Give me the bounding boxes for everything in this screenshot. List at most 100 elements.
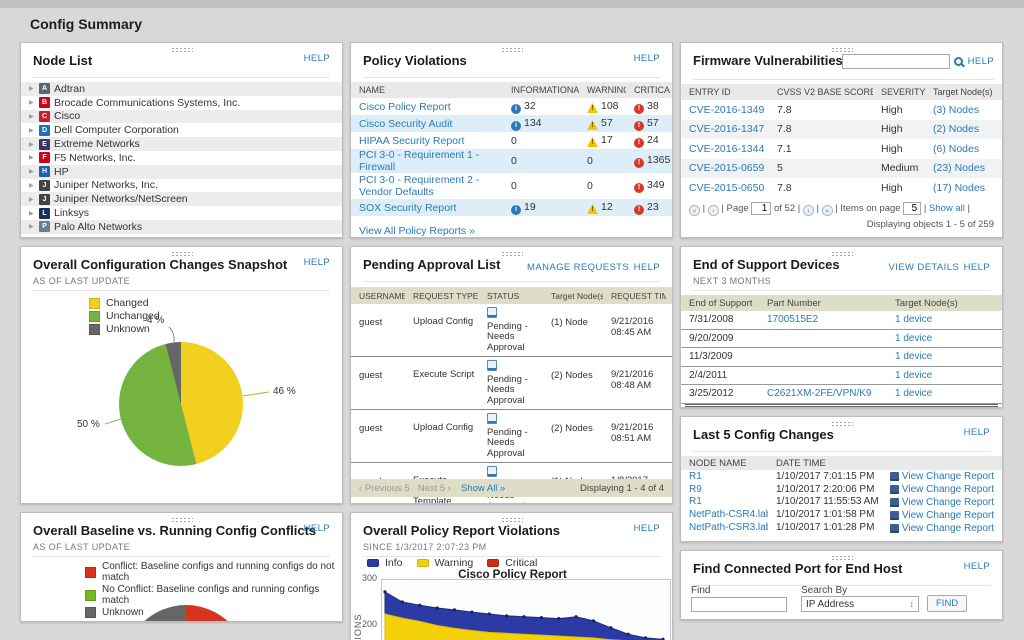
device-link[interactable]: 1 device [895, 388, 933, 400]
expand-arrow-icon[interactable]: ▶ [29, 100, 34, 107]
help-link[interactable]: HELP [303, 257, 330, 268]
cve-link[interactable]: CVE-2015-0659 [689, 162, 765, 175]
show-all-link[interactable]: Show All » [460, 482, 506, 494]
drag-handle-icon[interactable] [170, 47, 193, 53]
drag-handle-icon[interactable] [500, 517, 523, 523]
node-list-item[interactable]: ▶ E Extreme Networks [21, 137, 342, 151]
panel-title: Find Connected Port for End Host [693, 561, 903, 576]
target-nodes-link[interactable]: (3) Nodes [933, 103, 980, 116]
node-list-item[interactable]: ▶ B Brocade Communications Systems, Inc. [21, 96, 342, 110]
view-change-report-link[interactable]: View Change Report [901, 522, 994, 534]
cve-link[interactable]: CVE-2015-0650 [689, 181, 765, 194]
node-link[interactable]: NetPath-CSR4.lab.np [689, 509, 768, 521]
cve-link[interactable]: CVE-2016-1344 [689, 142, 765, 155]
next-page-button[interactable]: Next 5 › [417, 482, 451, 494]
view-change-report-link[interactable]: View Change Report [901, 496, 994, 508]
search-by-select[interactable]: IP Address ↕ [801, 596, 919, 612]
expand-arrow-icon[interactable]: ▶ [29, 155, 34, 162]
cve-link[interactable]: CVE-2016-1349 [689, 103, 765, 116]
expand-arrow-icon[interactable]: ▶ [29, 196, 34, 203]
drag-handle-icon[interactable] [830, 251, 853, 257]
node-link[interactable]: NetPath-CSR3.lab.np [689, 522, 768, 534]
device-link[interactable]: 1 device [895, 351, 933, 363]
page-number-input[interactable] [751, 201, 772, 215]
node-list-item[interactable]: ▶ H HP [21, 164, 342, 179]
device-link[interactable]: 1 device [895, 314, 933, 326]
drag-handle-icon[interactable] [170, 517, 193, 523]
policy-report-link[interactable]: HIPAA Security Report [359, 134, 465, 147]
find-input[interactable] [691, 597, 787, 612]
help-link[interactable]: HELP [963, 561, 990, 572]
expand-arrow-icon[interactable]: ▶ [29, 224, 34, 231]
request-type: Upload Config [413, 422, 474, 433]
help-link[interactable]: HELP [963, 427, 990, 438]
help-link[interactable]: HELP [303, 53, 330, 64]
policy-report-link[interactable]: PCI 3-0 - Requirement 1 - Firewall [359, 149, 480, 173]
node-link[interactable]: R1 [689, 470, 702, 482]
drag-handle-icon[interactable] [170, 251, 193, 257]
view-change-report-link[interactable]: View Change Report [901, 484, 994, 496]
action-cell: View Change Report [889, 483, 1002, 496]
device-link[interactable]: 1 device [895, 332, 933, 344]
node-list-item[interactable]: ▶ D Dell Computer Corporation [21, 123, 342, 137]
node-link[interactable]: R1 [689, 496, 702, 508]
find-button[interactable]: FIND [927, 595, 968, 612]
drag-handle-icon[interactable] [830, 47, 853, 53]
drag-handle-icon[interactable] [500, 251, 523, 257]
expand-arrow-icon[interactable]: ▶ [29, 113, 34, 120]
node-link[interactable]: R9 [689, 483, 702, 495]
target-nodes-link[interactable]: (2) Nodes [933, 123, 980, 136]
expand-arrow-icon[interactable]: ▶ [29, 182, 34, 189]
last-page-button[interactable]: » [821, 204, 833, 216]
view-change-report-link[interactable]: View Change Report [901, 509, 994, 521]
show-all-link[interactable]: Show all [928, 202, 965, 214]
prev-page-button[interactable]: ‹ [707, 204, 719, 216]
part-number-link[interactable]: 1700515E2 [767, 314, 819, 326]
help-link[interactable]: HELP [633, 523, 660, 534]
node-list-item[interactable]: ▶ P Palo Alto Networks [21, 219, 342, 234]
node-list-item[interactable]: ▶ J Juniper Networks/NetScreen [21, 192, 342, 207]
node-list-item[interactable]: ▶ L Linksys [21, 206, 342, 220]
help-link[interactable]: HELP [967, 56, 994, 67]
config-change-row: NetPath-CSR3.lab.np 1/10/2017 1:01:28 PM V… [681, 521, 1002, 534]
target-nodes-link[interactable]: (23) Nodes [933, 162, 985, 175]
help-link[interactable]: HELP [633, 53, 660, 64]
view-change-report-link[interactable]: View Change Report [901, 471, 994, 483]
prev-page-button[interactable]: ‹ Previous 5 [359, 482, 410, 494]
expand-arrow-icon[interactable]: ▶ [29, 210, 34, 217]
expand-arrow-icon[interactable]: ▶ [29, 141, 34, 148]
help-link[interactable]: HELP [303, 523, 330, 534]
firmware-search-input[interactable] [841, 54, 950, 69]
help-link[interactable]: HELP [963, 262, 990, 273]
node-list-item[interactable]: ▶ C Cisco [21, 109, 342, 124]
first-page-button[interactable]: « [689, 204, 700, 216]
cve-link[interactable]: CVE-2016-1347 [689, 123, 765, 136]
device-link[interactable]: 1 device [895, 369, 933, 381]
policy-report-link[interactable]: Cisco Security Audit [359, 117, 453, 130]
node-list-item[interactable]: ▶ A Adtran [21, 82, 342, 96]
view-details-link[interactable]: VIEW DETAILS [888, 262, 960, 273]
drag-handle-icon[interactable] [830, 421, 853, 427]
items-per-page-input[interactable] [903, 201, 922, 215]
target-nodes-link[interactable]: (6) Nodes [933, 142, 980, 155]
policy-report-link[interactable]: PCI 3-0 - Requirement 2 - Vendor Default… [359, 174, 480, 198]
target-nodes-link[interactable]: (17) Nodes [933, 181, 985, 194]
next-page-button[interactable]: › [802, 204, 814, 216]
drag-handle-icon[interactable] [500, 47, 523, 53]
node-list-item[interactable]: ▶ J Juniper Networks, Inc. [21, 179, 342, 193]
view-all-policy-reports-link[interactable]: View All Policy Reports » [359, 225, 475, 237]
report-icon [889, 470, 899, 482]
vendor-logo-icon: A [39, 83, 50, 95]
node-list-item[interactable]: ▶ F F5 Networks, Inc. [21, 151, 342, 165]
expand-arrow-icon[interactable]: ▶ [29, 86, 34, 93]
help-link[interactable]: HELP [633, 262, 660, 273]
policy-report-link[interactable]: Cisco Policy Report [359, 100, 451, 113]
policy-report-link[interactable]: SOX Security Report [359, 201, 457, 214]
target-nodes: (2) Nodes [551, 370, 593, 381]
expand-arrow-icon[interactable]: ▶ [29, 169, 34, 176]
part-number-link[interactable]: C2621XM-2FE/VPN/K9 [767, 388, 872, 400]
search-icon[interactable] [954, 57, 964, 66]
drag-handle-icon[interactable] [830, 555, 853, 561]
expand-arrow-icon[interactable]: ▶ [29, 127, 34, 134]
manage-requests-link[interactable]: MANAGE REQUESTS [527, 262, 630, 273]
